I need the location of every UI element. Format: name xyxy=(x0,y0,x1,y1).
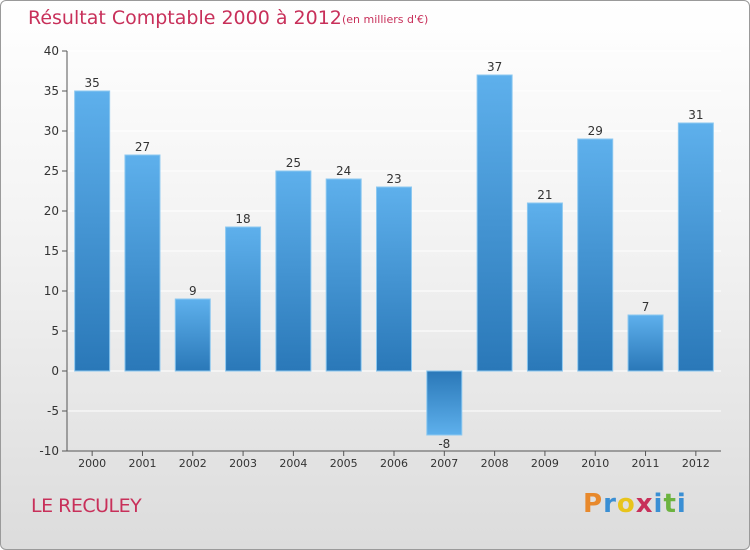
chart-subtitle: (en milliers d'€) xyxy=(342,13,429,26)
commune-name: LE RECULEY xyxy=(31,495,142,517)
x-tick-label: 2009 xyxy=(531,457,559,470)
bar-2009 xyxy=(526,202,563,372)
data-label: 31 xyxy=(688,108,703,122)
bar-2004 xyxy=(275,170,312,372)
y-tick-label: -5 xyxy=(47,404,59,418)
bar-2006 xyxy=(376,186,412,372)
data-label: 35 xyxy=(85,76,100,90)
data-label: 18 xyxy=(235,212,250,226)
data-label: 29 xyxy=(588,124,603,138)
y-tick-label: 35 xyxy=(44,84,59,98)
data-label: 25 xyxy=(286,156,301,170)
data-label: 24 xyxy=(336,164,351,178)
x-tick-label: 2005 xyxy=(330,457,358,470)
bar-2007 xyxy=(426,370,463,436)
logo-letter: x xyxy=(635,489,654,519)
y-tick-label: 30 xyxy=(44,124,59,138)
bar-2002 xyxy=(174,298,211,372)
logo-letter: i xyxy=(676,489,687,519)
x-tick-label: 2010 xyxy=(581,457,609,470)
data-label: 27 xyxy=(135,140,150,154)
y-tick-label: 0 xyxy=(51,364,59,378)
logo-letter: r xyxy=(603,489,617,519)
data-label: 9 xyxy=(189,284,197,298)
x-tick-label: 2001 xyxy=(128,457,156,470)
bar-2012 xyxy=(677,122,714,372)
y-tick-label: 10 xyxy=(44,284,59,298)
y-tick-label: 5 xyxy=(51,324,59,338)
logo-letter: i xyxy=(653,489,664,519)
y-tick-label: 20 xyxy=(44,204,59,218)
y-tick-label: 15 xyxy=(44,244,59,258)
data-label: -8 xyxy=(438,437,450,451)
chart-title: Résultat Comptable 2000 à 2012 xyxy=(28,7,342,29)
bar-2008 xyxy=(476,74,513,372)
x-tick-label: 2003 xyxy=(229,457,257,470)
bar-2000 xyxy=(74,90,111,372)
data-label: 23 xyxy=(386,172,401,186)
data-label: 21 xyxy=(537,188,552,202)
x-tick-label: 2000 xyxy=(78,457,106,470)
logo-letter: t xyxy=(663,489,677,519)
proxiti-logo[interactable]: Proxiti xyxy=(583,489,687,519)
x-tick-label: 2011 xyxy=(632,457,660,470)
bar-2011 xyxy=(627,314,664,372)
bar-2003 xyxy=(225,226,262,372)
x-tick-label: 2004 xyxy=(279,457,307,470)
y-tick-label: -10 xyxy=(39,444,59,458)
bar-2010 xyxy=(577,138,614,372)
logo-letter: o xyxy=(616,489,636,519)
x-tick-label: 2012 xyxy=(682,457,710,470)
logo-letter: P xyxy=(583,489,604,519)
data-label: 37 xyxy=(487,60,502,74)
bar-2005 xyxy=(325,178,362,372)
x-tick-label: 2008 xyxy=(481,457,509,470)
x-tick-label: 2006 xyxy=(380,457,408,470)
bar-2001 xyxy=(124,154,161,372)
x-tick-label: 2007 xyxy=(430,457,458,470)
y-tick-label: 40 xyxy=(44,44,59,58)
y-tick-label: 25 xyxy=(44,164,59,178)
x-tick-label: 2002 xyxy=(179,457,207,470)
data-label: 7 xyxy=(642,300,650,314)
